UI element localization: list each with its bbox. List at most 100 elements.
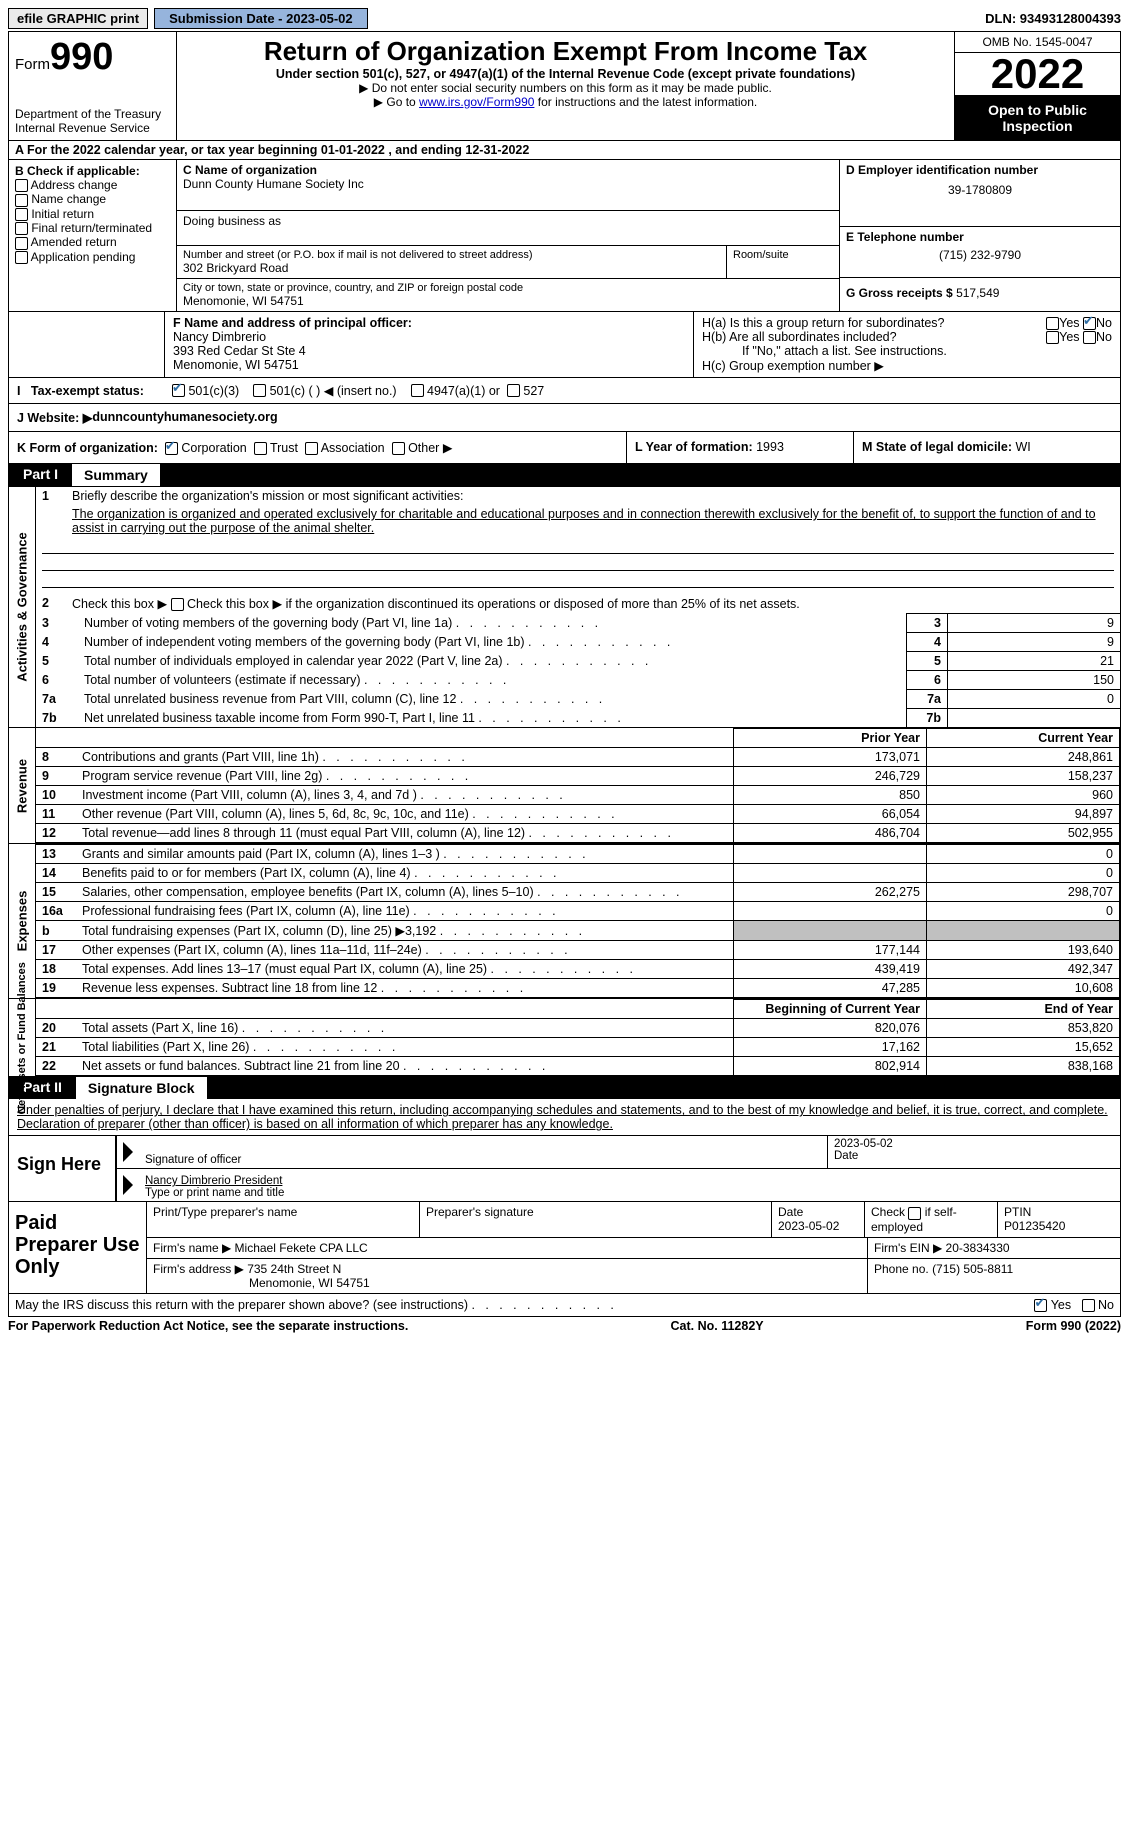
top-bar: efile GRAPHIC print Submission Date - 20… xyxy=(8,8,1121,29)
discuss-yes[interactable] xyxy=(1034,1299,1047,1312)
org-name-label: C Name of organization xyxy=(183,163,833,177)
irs-link[interactable]: www.irs.gov/Form990 xyxy=(419,95,534,109)
header-right: OMB No. 1545-0047 2022 Open to Public In… xyxy=(954,32,1120,140)
form-title: Return of Organization Exempt From Incom… xyxy=(181,36,950,67)
check-final-return[interactable] xyxy=(15,222,28,235)
row-a-tax-year: A For the 2022 calendar year, or tax yea… xyxy=(9,141,1120,160)
check-amended[interactable] xyxy=(15,237,28,250)
triangle-icon xyxy=(123,1175,133,1195)
discuss-q: May the IRS discuss this return with the… xyxy=(15,1298,468,1312)
chk-selfemp[interactable] xyxy=(908,1207,921,1220)
l-cell: L Year of formation: 1993 xyxy=(626,432,853,463)
check-address-change[interactable] xyxy=(15,179,28,192)
chk-line2[interactable] xyxy=(171,598,184,611)
mission-text: The organization is organized and operat… xyxy=(36,505,1120,537)
netassets-table: Beginning of Current YearEnd of Year20To… xyxy=(36,999,1120,1076)
paid-preparer-block: Paid Preparer Use Only Print/Type prepar… xyxy=(9,1201,1120,1292)
row-klm: K Form of organization: Corporation Trus… xyxy=(9,431,1120,463)
firm-addr1: 735 24th Street N xyxy=(247,1262,341,1276)
col-b-title: B Check if applicable: xyxy=(15,164,170,178)
ein-value: 39-1780809 xyxy=(846,183,1114,197)
org-name: Dunn County Humane Society Inc xyxy=(183,177,833,191)
tax-exempt-row: I Tax-exempt status: 501(c)(3) 501(c) ( … xyxy=(9,377,1120,403)
expenses-table: 13Grants and similar amounts paid (Part … xyxy=(36,844,1120,998)
sig-date-label: Date xyxy=(834,1150,1114,1162)
col-f: F Name and address of principal officer:… xyxy=(165,312,694,377)
sig-date-val: 2023-05-02 xyxy=(834,1138,1114,1150)
prep-sig-label: Preparer's signature xyxy=(420,1202,772,1236)
col-c: C Name of organization Dunn County Human… xyxy=(177,160,1120,311)
form-footer: Form 990 (2022) xyxy=(1026,1319,1121,1333)
governance-table: 3Number of voting members of the governi… xyxy=(36,613,1120,727)
hb-yes[interactable] xyxy=(1046,331,1059,344)
triangle-icon xyxy=(123,1142,133,1162)
check-pending[interactable] xyxy=(15,251,28,264)
chk-501c[interactable] xyxy=(253,384,266,397)
ha-no[interactable] xyxy=(1083,317,1096,330)
chk-501c3[interactable] xyxy=(172,384,185,397)
col-b: B Check if applicable: Address change Na… xyxy=(9,160,177,311)
website-label: J Website: ▶ xyxy=(17,410,92,425)
side-activities: Activities & Governance xyxy=(9,487,36,727)
open-to-public: Open to Public Inspection xyxy=(955,96,1120,140)
dln-label: DLN: 93493128004393 xyxy=(985,11,1121,26)
part1-title: Summary xyxy=(72,463,161,486)
phone-value: (715) 232-9790 xyxy=(846,248,1114,262)
ein-label: D Employer identification number xyxy=(846,163,1114,177)
website-row: J Website: ▶ dunncountyhumanesociety.org xyxy=(9,403,1120,431)
header-mid: Return of Organization Exempt From Incom… xyxy=(177,32,954,140)
chk-4947[interactable] xyxy=(411,384,424,397)
firm-ein: 20-3834330 xyxy=(946,1241,1010,1255)
final-footer: For Paperwork Reduction Act Notice, see … xyxy=(8,1317,1121,1335)
chk-assoc[interactable] xyxy=(305,442,318,455)
firm-addr2: Menomonie, WI 54751 xyxy=(153,1276,861,1290)
org-city: Menomonie, WI 54751 xyxy=(183,294,833,308)
form-number: 990 xyxy=(50,36,113,78)
part1-header: Part I Summary xyxy=(9,463,1120,486)
chk-corp[interactable] xyxy=(165,442,178,455)
discuss-no[interactable] xyxy=(1082,1299,1095,1312)
sign-here-label: Sign Here xyxy=(9,1136,117,1201)
part1-num: Part I xyxy=(9,463,72,486)
firm-phone: (715) 505-8811 xyxy=(932,1262,1013,1276)
section-bcde: B Check if applicable: Address change Na… xyxy=(9,160,1120,311)
sig-officer-label: Signature of officer xyxy=(145,1154,821,1166)
revenue-table: Prior YearCurrent Year8Contributions and… xyxy=(36,728,1120,843)
hb-note: If "No," attach a list. See instructions… xyxy=(702,344,1112,358)
city-label: City or town, state or province, country… xyxy=(183,282,833,294)
form-container: Form990 Department of the Treasury Inter… xyxy=(8,31,1121,1317)
firm-name: Michael Fekete CPA LLC xyxy=(235,1241,368,1255)
org-address: 302 Brickyard Road xyxy=(183,261,720,275)
sign-here-block: Sign Here Signature of officer 2023-05-0… xyxy=(9,1135,1120,1201)
chk-trust[interactable] xyxy=(254,442,267,455)
m-cell: M State of legal domicile: WI xyxy=(853,432,1120,463)
ha-label: H(a) Is this a group return for subordin… xyxy=(702,316,1046,330)
chk-527[interactable] xyxy=(507,384,520,397)
form-header: Form990 Department of the Treasury Inter… xyxy=(9,32,1120,141)
check-name-change[interactable] xyxy=(15,194,28,207)
perjury-text: Under penalties of perjury, I declare th… xyxy=(9,1099,1120,1135)
prep-date: 2023-05-02 xyxy=(778,1219,858,1233)
form-word: Form xyxy=(15,56,50,73)
form-note1: ▶ Do not enter social security numbers o… xyxy=(181,81,950,95)
ha-yes[interactable] xyxy=(1046,317,1059,330)
paid-preparer-label: Paid Preparer Use Only xyxy=(9,1202,147,1292)
line2-text: Check this box ▶ Check this box ▶ if the… xyxy=(72,597,800,611)
chk-other[interactable] xyxy=(392,442,405,455)
officer-name: Nancy Dimbrerio xyxy=(173,330,685,344)
activities-section: Activities & Governance 1Briefly describ… xyxy=(9,486,1120,727)
irs-label: Internal Revenue Service xyxy=(15,121,170,135)
officer-addr2: Menomonie, WI 54751 xyxy=(173,358,685,372)
discuss-row: May the IRS discuss this return with the… xyxy=(9,1293,1120,1316)
dept-treasury: Department of the Treasury xyxy=(15,107,170,121)
prep-name-label: Print/Type preparer's name xyxy=(147,1202,420,1236)
addr-label: Number and street (or P.O. box if mail i… xyxy=(183,249,720,261)
hb-label: H(b) Are all subordinates included? xyxy=(702,330,1046,344)
dba-label: Doing business as xyxy=(183,214,833,228)
form-subtitle: Under section 501(c), 527, or 4947(a)(1)… xyxy=(181,67,950,81)
part2-header: Part II Signature Block xyxy=(9,1076,1120,1099)
revenue-section: Revenue Prior YearCurrent Year8Contribut… xyxy=(9,727,1120,843)
check-initial-return[interactable] xyxy=(15,208,28,221)
hc-label: H(c) Group exemption number ▶ xyxy=(702,358,1112,373)
hb-no[interactable] xyxy=(1083,331,1096,344)
